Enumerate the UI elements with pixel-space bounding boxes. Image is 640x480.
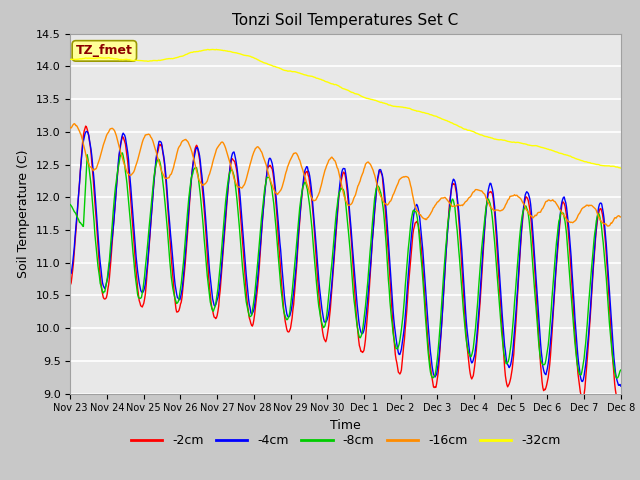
Text: TZ_fmet: TZ_fmet <box>76 44 132 58</box>
X-axis label: Time: Time <box>330 419 361 432</box>
Legend: -2cm, -4cm, -8cm, -16cm, -32cm: -2cm, -4cm, -8cm, -16cm, -32cm <box>126 429 565 452</box>
Title: Tonzi Soil Temperatures Set C: Tonzi Soil Temperatures Set C <box>232 13 459 28</box>
Y-axis label: Soil Temperature (C): Soil Temperature (C) <box>17 149 30 278</box>
